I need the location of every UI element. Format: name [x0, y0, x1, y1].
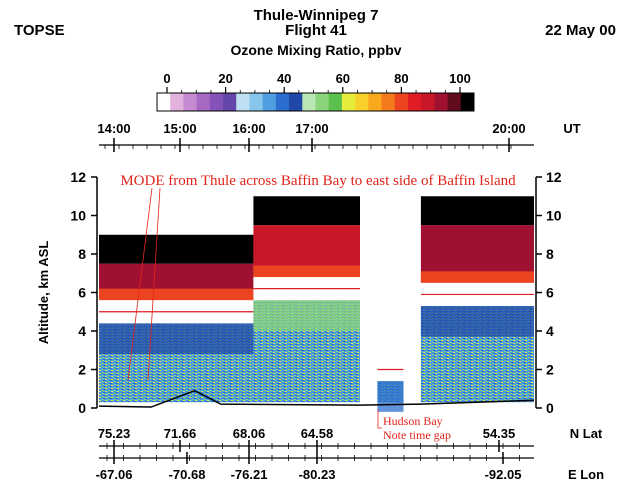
mode-annotation: MODE from Thule across Baffin Bay to eas…	[120, 173, 516, 189]
lat-tick-label: 54.35	[483, 426, 516, 441]
colorbar-swatch	[341, 93, 356, 111]
y-tick-label-right: 4	[546, 323, 554, 339]
bottom-axes: 75.23 71.66 68.06 64.58 54.35 N Lat -67.06 -70.…	[96, 426, 605, 482]
lower-ozone-band	[253, 300, 360, 331]
time-tick-label: 20:00	[492, 121, 525, 136]
lower-ozone-band	[377, 381, 404, 412]
surface-elevation-line	[98, 389, 535, 408]
y-tick-label-left: 12	[70, 169, 86, 185]
colorbar-swatch	[170, 93, 184, 111]
colorbar-swatch	[460, 93, 475, 111]
lat-tick-label: 68.06	[233, 426, 266, 441]
colorbar-swatch	[315, 93, 330, 111]
lon-tick-label: -80.23	[299, 467, 336, 482]
colorbar-swatch	[223, 93, 237, 111]
y-tick-label-left: 0	[78, 400, 86, 416]
flight-number-title: Flight 41	[285, 22, 347, 39]
lon-tick-label: -67.06	[96, 467, 133, 482]
y-tick-label-right: 12	[546, 169, 562, 185]
colorbar-title: Ozone Mixing Ratio, ppbv	[230, 42, 402, 58]
colorbar-swatch	[381, 93, 396, 111]
lon-axis-unit: E Lon	[568, 467, 604, 482]
time-gap-annotation: Note time gap	[383, 428, 451, 442]
flight-date: 22 May 00	[545, 22, 616, 39]
colorbar-swatch	[196, 93, 211, 111]
colorbar-swatch	[209, 93, 224, 111]
stratospheric-ozone-cap	[253, 196, 360, 226]
y-tick-label-left: 6	[78, 285, 86, 301]
colorbar-swatch	[183, 93, 198, 111]
flight-route-title: Thule-Winnipeg 7	[253, 7, 379, 24]
colorbar-swatch	[236, 93, 250, 111]
mission-name: TOPSE	[14, 22, 65, 39]
colorbar-swatch	[407, 93, 422, 111]
time-tick-label: 17:00	[295, 121, 328, 136]
transition-band	[253, 265, 360, 278]
colorbar-swatch	[434, 93, 449, 111]
lon-tick-label: -70.68	[169, 467, 206, 482]
colorbar-swatch	[368, 93, 383, 111]
hudson-bay-annotation: Hudson Bay	[383, 414, 443, 428]
colorbar-swatch	[394, 93, 409, 111]
y-tick-label-left: 8	[78, 246, 86, 262]
colorbar-frame	[156, 92, 475, 112]
transition-band	[99, 288, 254, 301]
y-tick-label-right: 2	[546, 362, 554, 378]
lat-tick-label: 64.58	[301, 426, 334, 441]
y-tick-label-left: 4	[78, 323, 86, 339]
y-tick-label-left: 2	[78, 362, 86, 378]
colorbar-tick-label: 100	[449, 71, 471, 86]
colorbar-tick-label: 0	[163, 71, 170, 86]
colorbar-swatch	[421, 93, 435, 111]
time-tick-label: 16:00	[232, 121, 265, 136]
axes: 0 0 2 2 4 4 6 6 8 8 10 10 12 12 Altitude, km ASL 14:00 1…	[36, 121, 581, 416]
colorbar-swatch	[289, 93, 303, 111]
stratospheric-ozone-cap	[99, 234, 254, 264]
colorbar-swatch	[328, 93, 343, 111]
lon-tick-label: -92.05	[485, 467, 522, 482]
lat-tick-label: 75.23	[98, 426, 131, 441]
colorbar-tick-label: 40	[277, 71, 291, 86]
time-tick-label: 14:00	[97, 121, 130, 136]
y-tick-label-right: 10	[546, 208, 562, 224]
colorbar: 0 20 40 60 80 100	[156, 71, 475, 112]
lat-tick-label: 71.66	[164, 426, 197, 441]
lower-ozone-band	[99, 323, 254, 355]
y-tick-label-right: 6	[546, 285, 554, 301]
lon-tick-label: -76.21	[231, 467, 268, 482]
colorbar-swatch	[249, 93, 264, 111]
y-tick-label-right: 8	[546, 246, 554, 262]
colorbar-tick-label: 20	[218, 71, 232, 86]
transition-band	[420, 271, 534, 283]
y-axis-label: Altitude, km ASL	[36, 241, 51, 345]
colorbar-swatch	[157, 93, 171, 111]
colorbar-swatch	[262, 93, 277, 111]
colorbar-tick-label: 60	[336, 71, 350, 86]
plot-area	[98, 196, 535, 412]
colorbar-swatch	[447, 93, 462, 111]
y-tick-label-left: 10	[70, 208, 86, 224]
stratospheric-ozone-cap	[420, 196, 534, 226]
time-tick-label: 15:00	[163, 121, 196, 136]
colorbar-tick-label: 80	[394, 71, 408, 86]
lat-axis-unit: N Lat	[570, 426, 603, 441]
time-axis-unit: UT	[563, 121, 580, 136]
colorbar-swatch	[275, 93, 290, 111]
colorbar-swatch	[302, 93, 316, 111]
colorbar-swatch	[355, 93, 369, 111]
y-tick-label-right: 0	[546, 400, 554, 416]
lower-ozone-band	[420, 305, 534, 337]
annotation-leaders	[127, 187, 382, 429]
